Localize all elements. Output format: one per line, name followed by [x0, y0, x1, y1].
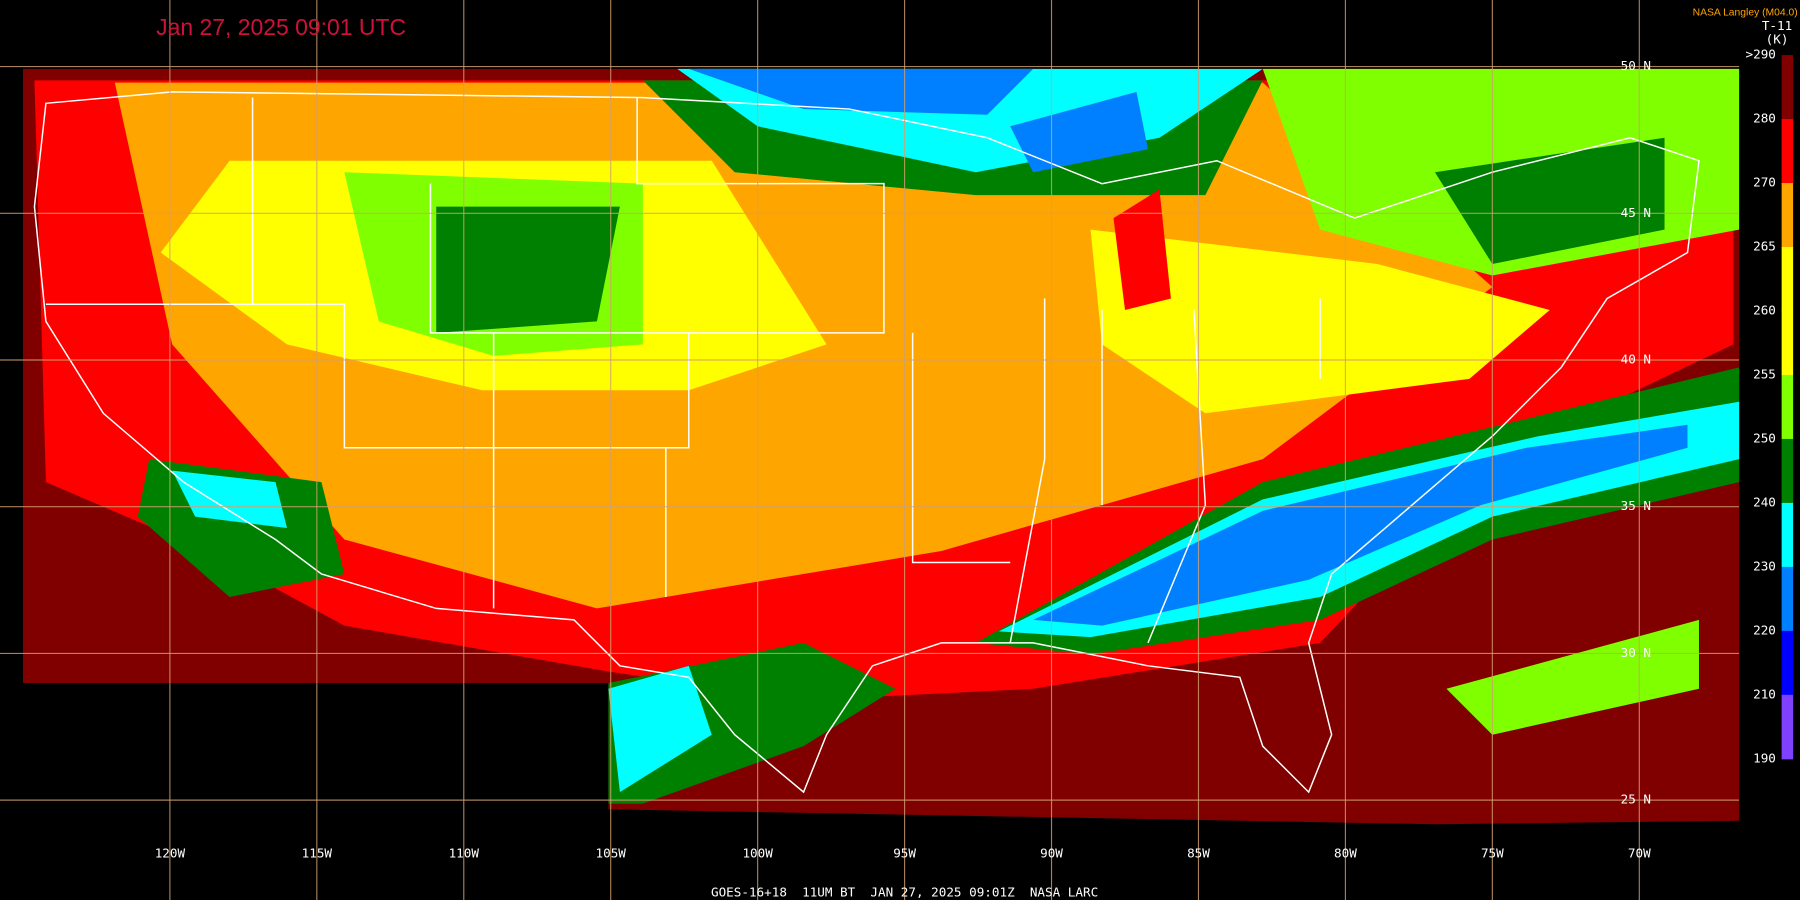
colorbar-label: 240	[1753, 494, 1776, 509]
cloud-streak	[1446, 619, 1699, 735]
imagery	[22, 68, 1740, 825]
colorbar-segment	[1781, 566, 1794, 632]
colorbar-segment	[1781, 183, 1794, 248]
colorbar-label: 250	[1753, 430, 1776, 445]
colorbar-segment	[1781, 630, 1794, 696]
colorbar-segment	[1781, 247, 1794, 312]
colorbar-label: 265	[1753, 239, 1776, 254]
colorbar-segment	[1781, 119, 1794, 184]
longitude-label: 110W	[449, 846, 480, 861]
latitude-label: 50 N	[1621, 58, 1651, 73]
colorbar-label: 255	[1753, 366, 1776, 381]
colorbar-label: 220	[1753, 622, 1776, 637]
graticule: 120W 115W 110W 105W 100W 95W 90W 85W 80W 75W 70W 50…	[0, 0, 1740, 900]
state-outlines	[33, 91, 1700, 794]
colorbar-label: 270	[1753, 175, 1776, 190]
colorbar-unit: (K)	[1766, 32, 1789, 47]
cloud-field	[436, 206, 620, 333]
colorbar-label: 190	[1753, 750, 1776, 765]
longitude-label: 90W	[1040, 846, 1063, 861]
cloud-field	[688, 68, 1034, 115]
colorbar-label: 230	[1753, 558, 1776, 573]
title: Jan 27, 2025 09:01 UTC	[156, 14, 406, 40]
us-outline	[33, 91, 1700, 794]
cloud-field	[172, 470, 287, 529]
longitude-label: 115W	[302, 846, 333, 861]
colorbar-segment	[1781, 502, 1794, 568]
latitude-label: 45 N	[1621, 205, 1651, 220]
longitude-label: 95W	[893, 846, 916, 861]
longitude-label: 120W	[155, 846, 186, 861]
lake-michigan	[1113, 189, 1171, 310]
latitude-label: 25 N	[1621, 792, 1651, 807]
longitude-label: 75W	[1481, 846, 1504, 861]
colorbar-segment	[1781, 55, 1794, 120]
longitude-label: 105W	[596, 846, 627, 861]
state-lines	[45, 97, 1321, 644]
longitude-label: 80W	[1334, 846, 1357, 861]
colorbar-segment	[1781, 374, 1794, 440]
longitude-label: 70W	[1628, 846, 1651, 861]
longitude-label: 100W	[742, 846, 773, 861]
longitude-label: 85W	[1187, 846, 1210, 861]
credit: NASA Langley (M04.0)	[1693, 7, 1798, 18]
colorbar-label: 280	[1753, 111, 1776, 126]
colorbar-segment	[1781, 310, 1794, 376]
latitude-label: 40 N	[1621, 352, 1651, 367]
footer: GOES-16+18 11UM BT JAN 27, 2025 09:01Z N…	[711, 885, 1098, 900]
colorbar-label: 210	[1753, 686, 1776, 701]
colorbar-label: >290	[1746, 47, 1776, 62]
latitude-label: 30 N	[1621, 645, 1651, 660]
colorbar-title: T-11	[1762, 18, 1792, 33]
latitude-label: 35 N	[1621, 498, 1651, 513]
colorbar-segment	[1781, 694, 1794, 760]
colorbar-label: 260	[1753, 302, 1776, 317]
cloud-field	[1010, 91, 1148, 173]
colorbar-segment	[1781, 438, 1794, 504]
colorbar: >290 280 270 265 260 255 250 240 230 220 210 190	[1742, 47, 1800, 783]
cloud-field	[608, 665, 712, 793]
cloud-band	[1033, 424, 1688, 626]
